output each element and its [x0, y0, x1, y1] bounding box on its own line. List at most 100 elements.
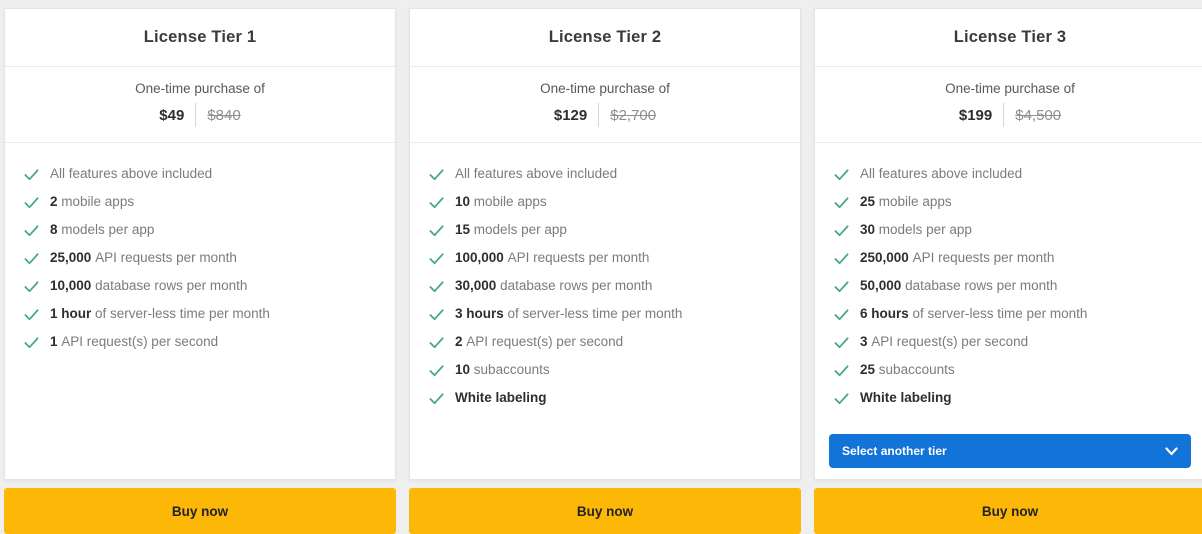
- feature-text: models per app: [875, 222, 972, 237]
- check-icon: [23, 166, 40, 183]
- feature-value: 3 hours: [455, 306, 504, 321]
- price-current: $129: [553, 106, 588, 124]
- check-icon: [833, 194, 850, 211]
- feature-value: 2: [455, 334, 463, 349]
- feature-value: White labeling: [455, 390, 547, 405]
- feature-list: All features above included 2 mobile apps…: [5, 143, 395, 362]
- feature-text: of server-less time per month: [91, 306, 270, 321]
- feature-row: 250,000 API requests per month: [833, 250, 1187, 267]
- feature-value: 100,000: [455, 250, 504, 265]
- feature-value: 10: [455, 362, 471, 377]
- check-icon: [428, 166, 445, 183]
- price-section: One-time purchase of $49 $840: [5, 67, 395, 143]
- feature-row: All features above included: [23, 166, 377, 183]
- price-current: $49: [159, 106, 185, 124]
- feature-value: 50,000: [860, 278, 902, 293]
- check-icon: [833, 306, 850, 323]
- check-icon: [23, 222, 40, 239]
- feature-value: 25,000: [50, 250, 92, 265]
- check-icon: [23, 334, 40, 351]
- feature-row: 10 subaccounts: [428, 362, 782, 379]
- feature-text: models per app: [470, 222, 567, 237]
- buy-now-button[interactable]: Buy now: [4, 488, 396, 534]
- feature-row: 25 subaccounts: [833, 362, 1187, 379]
- feature-row: 2 mobile apps: [23, 194, 377, 211]
- buy-now-button[interactable]: Buy now: [409, 488, 801, 534]
- feature-row: 15 models per app: [428, 222, 782, 239]
- card-title: License Tier 2: [410, 9, 800, 67]
- price-divider: [598, 103, 600, 127]
- feature-text: API request(s) per second: [57, 334, 219, 349]
- check-icon: [428, 390, 445, 407]
- feature-value: 6 hours: [860, 306, 909, 321]
- price-original: $2,700: [610, 106, 657, 124]
- price-divider: [195, 103, 197, 127]
- price-row: $199 $4,500: [815, 103, 1202, 127]
- check-icon: [23, 250, 40, 267]
- feature-value: 2: [50, 194, 58, 209]
- feature-row: 10 mobile apps: [428, 194, 782, 211]
- feature-row: 3 hours of server-less time per month: [428, 306, 782, 323]
- pricing-column: License Tier 1 One-time purchase of $49 …: [4, 8, 396, 534]
- feature-row: 100,000 API requests per month: [428, 250, 782, 267]
- feature-row: 1 hour of server-less time per month: [23, 306, 377, 323]
- feature-text: mobile apps: [57, 194, 135, 209]
- buy-now-button[interactable]: Buy now: [814, 488, 1202, 534]
- feature-row: 2 API request(s) per second: [428, 334, 782, 351]
- check-icon: [833, 278, 850, 295]
- check-icon: [23, 278, 40, 295]
- pricing-card: License Tier 2 One-time purchase of $129…: [409, 8, 801, 480]
- check-icon: [428, 278, 445, 295]
- feature-text: All features above included: [50, 166, 213, 181]
- feature-text: mobile apps: [875, 194, 952, 209]
- feature-text: All features above included: [860, 166, 1023, 181]
- check-icon: [833, 166, 850, 183]
- feature-list: All features above included 25 mobile app…: [815, 143, 1202, 418]
- feature-text: subaccounts: [470, 362, 550, 377]
- pricing-column: License Tier 3 One-time purchase of $199…: [814, 8, 1202, 534]
- check-icon: [428, 334, 445, 351]
- feature-text: models per app: [57, 222, 155, 237]
- feature-text: mobile apps: [470, 194, 547, 209]
- feature-row: 25 mobile apps: [833, 194, 1187, 211]
- check-icon: [833, 250, 850, 267]
- feature-text: of server-less time per month: [908, 306, 1088, 321]
- feature-row: 1 API request(s) per second: [23, 334, 377, 351]
- feature-row: 3 API request(s) per second: [833, 334, 1187, 351]
- check-icon: [833, 222, 850, 239]
- check-icon: [23, 194, 40, 211]
- feature-row: All features above included: [833, 166, 1187, 183]
- pricing-column: License Tier 2 One-time purchase of $129…: [409, 8, 801, 534]
- feature-row: 30 models per app: [833, 222, 1187, 239]
- feature-text: API request(s) per second: [462, 334, 624, 349]
- feature-row: 6 hours of server-less time per month: [833, 306, 1187, 323]
- feature-value: White labeling: [860, 390, 952, 405]
- select-another-tier-dropdown[interactable]: Select another tier: [829, 434, 1191, 468]
- card-title: License Tier 1: [5, 9, 395, 67]
- feature-text: database rows per month: [901, 278, 1058, 293]
- feature-text: database rows per month: [91, 278, 248, 293]
- check-icon: [428, 194, 445, 211]
- feature-value: 8: [50, 222, 58, 237]
- price-label: One-time purchase of: [135, 81, 265, 96]
- feature-text: of server-less time per month: [503, 306, 683, 321]
- price-current: $199: [958, 106, 993, 124]
- check-icon: [428, 362, 445, 379]
- feature-row: 8 models per app: [23, 222, 377, 239]
- pricing-card: License Tier 3 One-time purchase of $199…: [814, 8, 1202, 480]
- feature-row: All features above included: [428, 166, 782, 183]
- pricing-card: License Tier 1 One-time purchase of $49 …: [4, 8, 396, 480]
- check-icon: [833, 334, 850, 351]
- price-label: One-time purchase of: [945, 81, 1075, 96]
- feature-value: 3: [860, 334, 868, 349]
- feature-row: White labeling: [833, 390, 1187, 407]
- feature-row: 10,000 database rows per month: [23, 278, 377, 295]
- feature-text: API requests per month: [908, 250, 1055, 265]
- feature-value: 30,000: [455, 278, 497, 293]
- price-row: $49 $840: [5, 103, 395, 127]
- feature-text: API requests per month: [503, 250, 650, 265]
- feature-value: 25: [860, 194, 876, 209]
- price-label: One-time purchase of: [540, 81, 670, 96]
- feature-text: database rows per month: [496, 278, 653, 293]
